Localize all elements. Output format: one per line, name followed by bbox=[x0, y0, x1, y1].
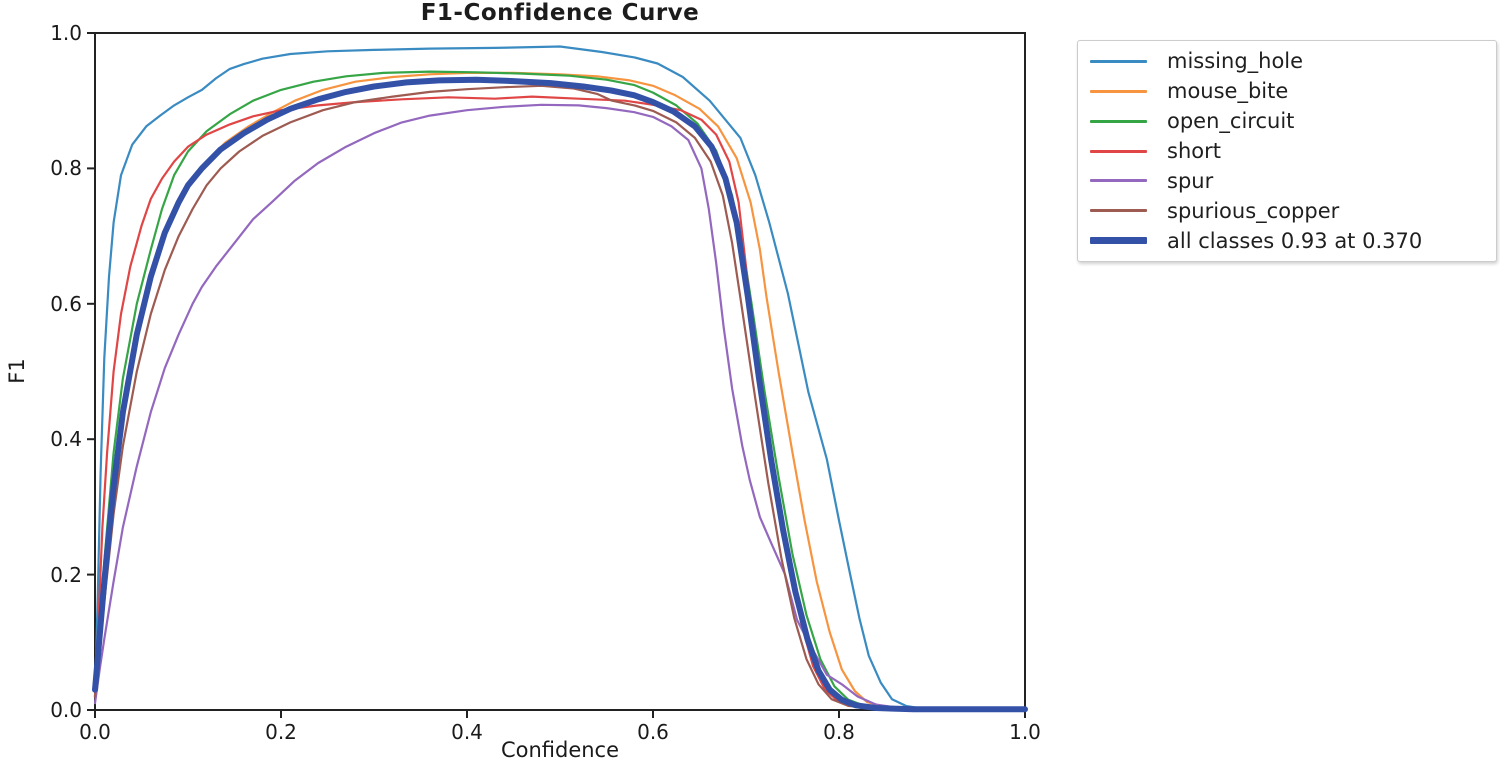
x-tick-label: 0.4 bbox=[451, 720, 483, 744]
legend-label: mouse_bite bbox=[1167, 79, 1289, 104]
legend-line-swatch bbox=[1090, 237, 1147, 245]
legend-label: all classes 0.93 at 0.370 bbox=[1167, 228, 1423, 253]
curve-spurious-copper bbox=[93, 84, 1027, 711]
curve-all-classes-0-93-at-0-370 bbox=[92, 76, 1028, 713]
legend-line-swatch bbox=[1090, 209, 1147, 213]
legend-item-missing-hole: missing_hole bbox=[1078, 47, 1496, 76]
y-tick-label: 0.2 bbox=[50, 562, 82, 587]
legend-item-open-circuit: open_circuit bbox=[1078, 107, 1496, 136]
y-tick-label: 0.4 bbox=[50, 427, 82, 452]
legend-item-spurious-copper: spurious_copper bbox=[1078, 196, 1496, 225]
y-tick-label: 0.8 bbox=[50, 156, 82, 181]
legend-label: spur bbox=[1167, 168, 1214, 193]
y-axis-label: F1 bbox=[5, 358, 29, 384]
axis-tick-marks bbox=[87, 32, 1026, 718]
curve-mouse-bite bbox=[93, 71, 1027, 711]
y-tick-label: 0.6 bbox=[50, 291, 82, 316]
legend-label: short bbox=[1167, 139, 1221, 163]
legend-line-swatch bbox=[1090, 179, 1147, 183]
x-axis-label: Confidence bbox=[500, 738, 620, 762]
curve-missing-hole bbox=[93, 45, 1027, 711]
y-tick-label: 1.0 bbox=[50, 21, 82, 45]
x-tick-label: 0.6 bbox=[637, 720, 669, 744]
chart-title: F1-Confidence Curve bbox=[420, 0, 700, 26]
legend-label: spurious_copper bbox=[1167, 198, 1340, 223]
curve-open-circuit bbox=[93, 70, 1027, 711]
legend-item-all-classes-0-93-at-0-370: all classes 0.93 at 0.370 bbox=[1078, 226, 1496, 255]
legend-line-swatch bbox=[1090, 149, 1147, 153]
legend-item-mouse-bite: mouse_bite bbox=[1078, 77, 1496, 106]
x-tick-label: 0.8 bbox=[823, 720, 855, 744]
legend-label: missing_hole bbox=[1167, 49, 1304, 74]
legend-item-spur: spur bbox=[1078, 166, 1496, 195]
curve-short bbox=[93, 95, 1027, 711]
x-tick-label: 0.0 bbox=[79, 720, 111, 744]
x-tick-label: 1.0 bbox=[1009, 720, 1041, 744]
x-tick-label: 0.2 bbox=[265, 720, 297, 744]
plot-border bbox=[94, 32, 1026, 711]
curve-spur bbox=[93, 103, 1027, 711]
legend-line-swatch bbox=[1090, 89, 1147, 93]
legend-line-swatch bbox=[1090, 119, 1147, 123]
y-tick-label: 0.0 bbox=[50, 698, 82, 722]
legend-item-short: short bbox=[1078, 137, 1496, 166]
legend-label: open_circuit bbox=[1167, 109, 1295, 134]
legend-line-swatch bbox=[1090, 59, 1147, 63]
